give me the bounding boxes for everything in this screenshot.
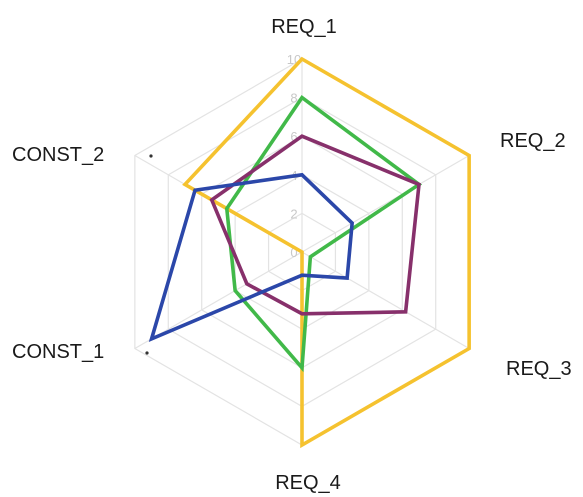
axis-labels: REQ_1 REQ_2 REQ_3 REQ_4 CONST_1 CONST_2: [12, 16, 572, 494]
series-group: [148, 56, 471, 449]
series-3-line: [209, 134, 421, 316]
series-2-line: [224, 95, 423, 373]
tick-label: 6: [290, 129, 297, 144]
axis-label-req-1: REQ_1: [271, 16, 337, 38]
label-tick-mark: [145, 351, 149, 355]
series-4-line: [148, 172, 355, 342]
tick-label: 2: [290, 206, 297, 221]
series-1-line: [182, 56, 471, 449]
axis-label-req-3: REQ_3: [506, 358, 572, 380]
axis-label-const-2: CONST_2: [12, 144, 104, 166]
axis-label-req-2: REQ_2: [500, 130, 566, 152]
tick-label: 8: [290, 91, 297, 106]
axis-spoke: [301, 251, 470, 350]
axis-label-const-1: CONST_1: [12, 341, 104, 363]
tick-label: 0: [290, 245, 297, 260]
axis-label-req-4: REQ_4: [275, 472, 341, 494]
axis-spoke: [301, 154, 470, 253]
label-tick-mark: [149, 154, 153, 158]
